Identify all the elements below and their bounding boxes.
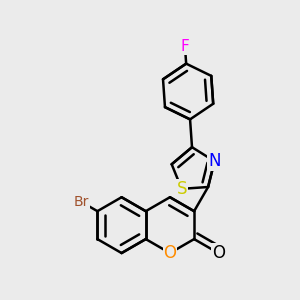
Text: F: F (181, 39, 189, 54)
Text: Br: Br (74, 195, 89, 209)
Text: O: O (212, 244, 225, 262)
Text: S: S (176, 180, 187, 198)
Text: O: O (164, 244, 176, 262)
Text: N: N (208, 152, 221, 170)
